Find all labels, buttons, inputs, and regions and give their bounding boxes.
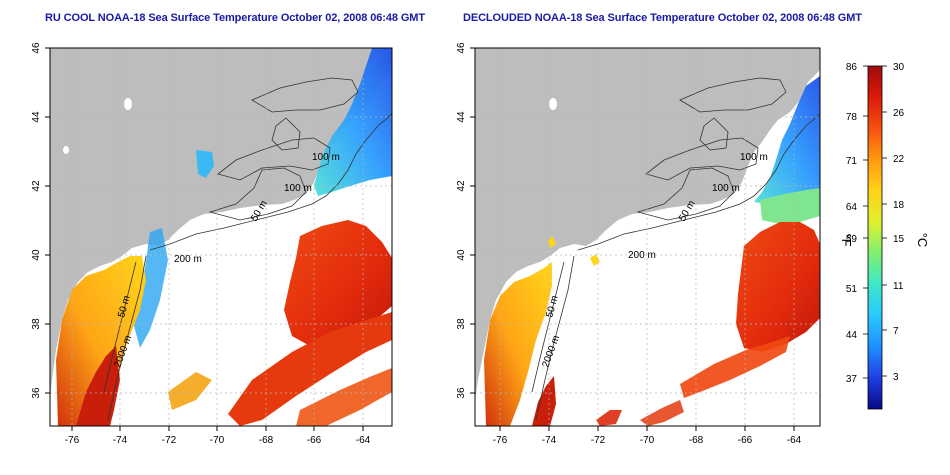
celsius-tick: 7: [893, 326, 899, 337]
colorbar: 86 78 71 64 59 51 44 37 30 26 22 18 15 1…: [839, 62, 930, 410]
x-tick-label: -66: [738, 435, 753, 446]
y-axis-labels: 46 44 42 40 38 36: [31, 42, 42, 399]
y-tick-label: 40: [456, 249, 467, 261]
contour-label: 200 m: [628, 250, 656, 261]
y-tick-label: 38: [456, 318, 467, 330]
fahrenheit-tick: 44: [846, 330, 858, 341]
sst-warm-coastal: [56, 256, 146, 426]
celsius-tick: 15: [893, 234, 905, 245]
sst-warm-coastal: [532, 376, 556, 426]
sst-gulf-stream: [736, 222, 820, 352]
contour-label: 100 m: [312, 152, 340, 163]
x-tick-label: -70: [210, 435, 225, 446]
lake: [63, 146, 69, 154]
sst-gulf-stream: [228, 312, 392, 426]
fahrenheit-tick-labels: 86 78 71 64 59 51 44 37: [846, 62, 858, 385]
celsius-tick: 22: [893, 154, 905, 165]
x-tick-label: -70: [640, 435, 655, 446]
land-mass: [50, 48, 392, 400]
sst-shelf-strip: [196, 150, 214, 178]
x-axis-labels: -76 -74 -72 -70 -68 -66 -64: [65, 435, 371, 446]
bathymetry-contours: [531, 77, 820, 421]
sst-gulf-stream: [296, 368, 392, 426]
fahrenheit-tick: 37: [846, 374, 858, 385]
map-frame: [49, 47, 393, 427]
celsius-tick: 11: [893, 281, 904, 292]
sst-warm-coastal: [76, 346, 120, 426]
map-title-declouded: DECLOUDED NOAA-18 Sea Surface Temperatur…: [463, 12, 862, 24]
axis-ticks: [45, 47, 364, 431]
sst-warm-fragment: [168, 372, 212, 410]
contour-label: 100 m: [712, 183, 740, 194]
x-tick-label: -64: [356, 435, 371, 446]
map-panel-raw: 100 m 100 m 50 m 200 m 50 m 2000 m -76 -…: [31, 42, 393, 446]
land-mass: [475, 48, 820, 400]
x-axis-labels: -76 -74 -72 -70 -68 -66 -64: [493, 435, 802, 446]
sst-cool-north: [754, 76, 820, 204]
x-tick-label: -72: [591, 435, 606, 446]
fahrenheit-tick: 78: [846, 112, 858, 123]
y-tick-label: 42: [31, 180, 42, 192]
y-tick-label: 40: [31, 249, 42, 261]
sst-gulf-stream: [284, 220, 392, 346]
map-title-raw: RU COOL NOAA-18 Sea Surface Temperature …: [45, 12, 425, 24]
contour-label: 100 m: [284, 183, 312, 194]
sst-warm-fragment: [548, 236, 556, 248]
lake: [549, 98, 557, 110]
fahrenheit-tick: 71: [846, 156, 858, 167]
sst-cool-north: [314, 48, 392, 196]
x-tick-label: -74: [542, 435, 557, 446]
contour-label: 200 m: [174, 254, 202, 265]
x-tick-label: -66: [307, 435, 322, 446]
celsius-tick: 30: [893, 62, 905, 73]
x-tick-label: -76: [65, 435, 80, 446]
y-tick-label: 38: [31, 318, 42, 330]
fahrenheit-unit-label: °F: [839, 233, 854, 246]
fahrenheit-tick: 51: [846, 284, 858, 295]
celsius-tick: 3: [893, 372, 899, 383]
axis-ticks: [470, 47, 795, 431]
y-tick-label: 44: [31, 111, 42, 123]
y-tick-label: 44: [456, 111, 467, 123]
x-tick-label: -68: [689, 435, 704, 446]
y-tick-label: 36: [31, 387, 42, 399]
lake: [124, 98, 132, 110]
y-tick-label: 36: [456, 387, 467, 399]
sst-cool-fragments: [134, 228, 168, 348]
x-tick-label: -72: [162, 435, 177, 446]
sst-gulf-stream: [640, 400, 684, 426]
x-tick-label: -76: [493, 435, 508, 446]
contour-label: 100 m: [740, 152, 768, 163]
y-tick-label: 42: [456, 180, 467, 192]
celsius-unit-label: °C: [915, 233, 930, 248]
sst-gulf-stream: [596, 410, 622, 426]
x-tick-label: -64: [787, 435, 802, 446]
bathymetry-contours: [103, 77, 392, 421]
sst-warm-coastal: [484, 262, 552, 426]
x-tick-label: -68: [259, 435, 274, 446]
map-panel-declouded: 100 m 100 m 50 m 200 m 50 m 2000 m -76 -…: [456, 42, 821, 446]
graticule: [50, 48, 392, 426]
y-axis-labels: 46 44 42 40 38 36: [456, 42, 467, 399]
y-tick-label: 46: [456, 42, 467, 54]
celsius-tick: 18: [893, 200, 905, 211]
x-tick-label: -74: [113, 435, 128, 446]
y-tick-label: 46: [31, 42, 42, 54]
colorbar-ticks: [863, 65, 887, 379]
celsius-tick: 26: [893, 108, 905, 119]
colorbar-ramp: [867, 65, 883, 410]
graticule: [475, 48, 820, 426]
celsius-tick-labels: 30 26 22 18 15 11 7 3: [893, 62, 905, 383]
fahrenheit-tick: 59: [846, 234, 858, 245]
sst-warm-fragment: [590, 254, 600, 266]
fahrenheit-tick: 64: [846, 202, 858, 213]
sst-mild-band: [760, 188, 820, 224]
fahrenheit-tick: 86: [846, 62, 858, 73]
sst-gulf-stream: [680, 336, 790, 398]
